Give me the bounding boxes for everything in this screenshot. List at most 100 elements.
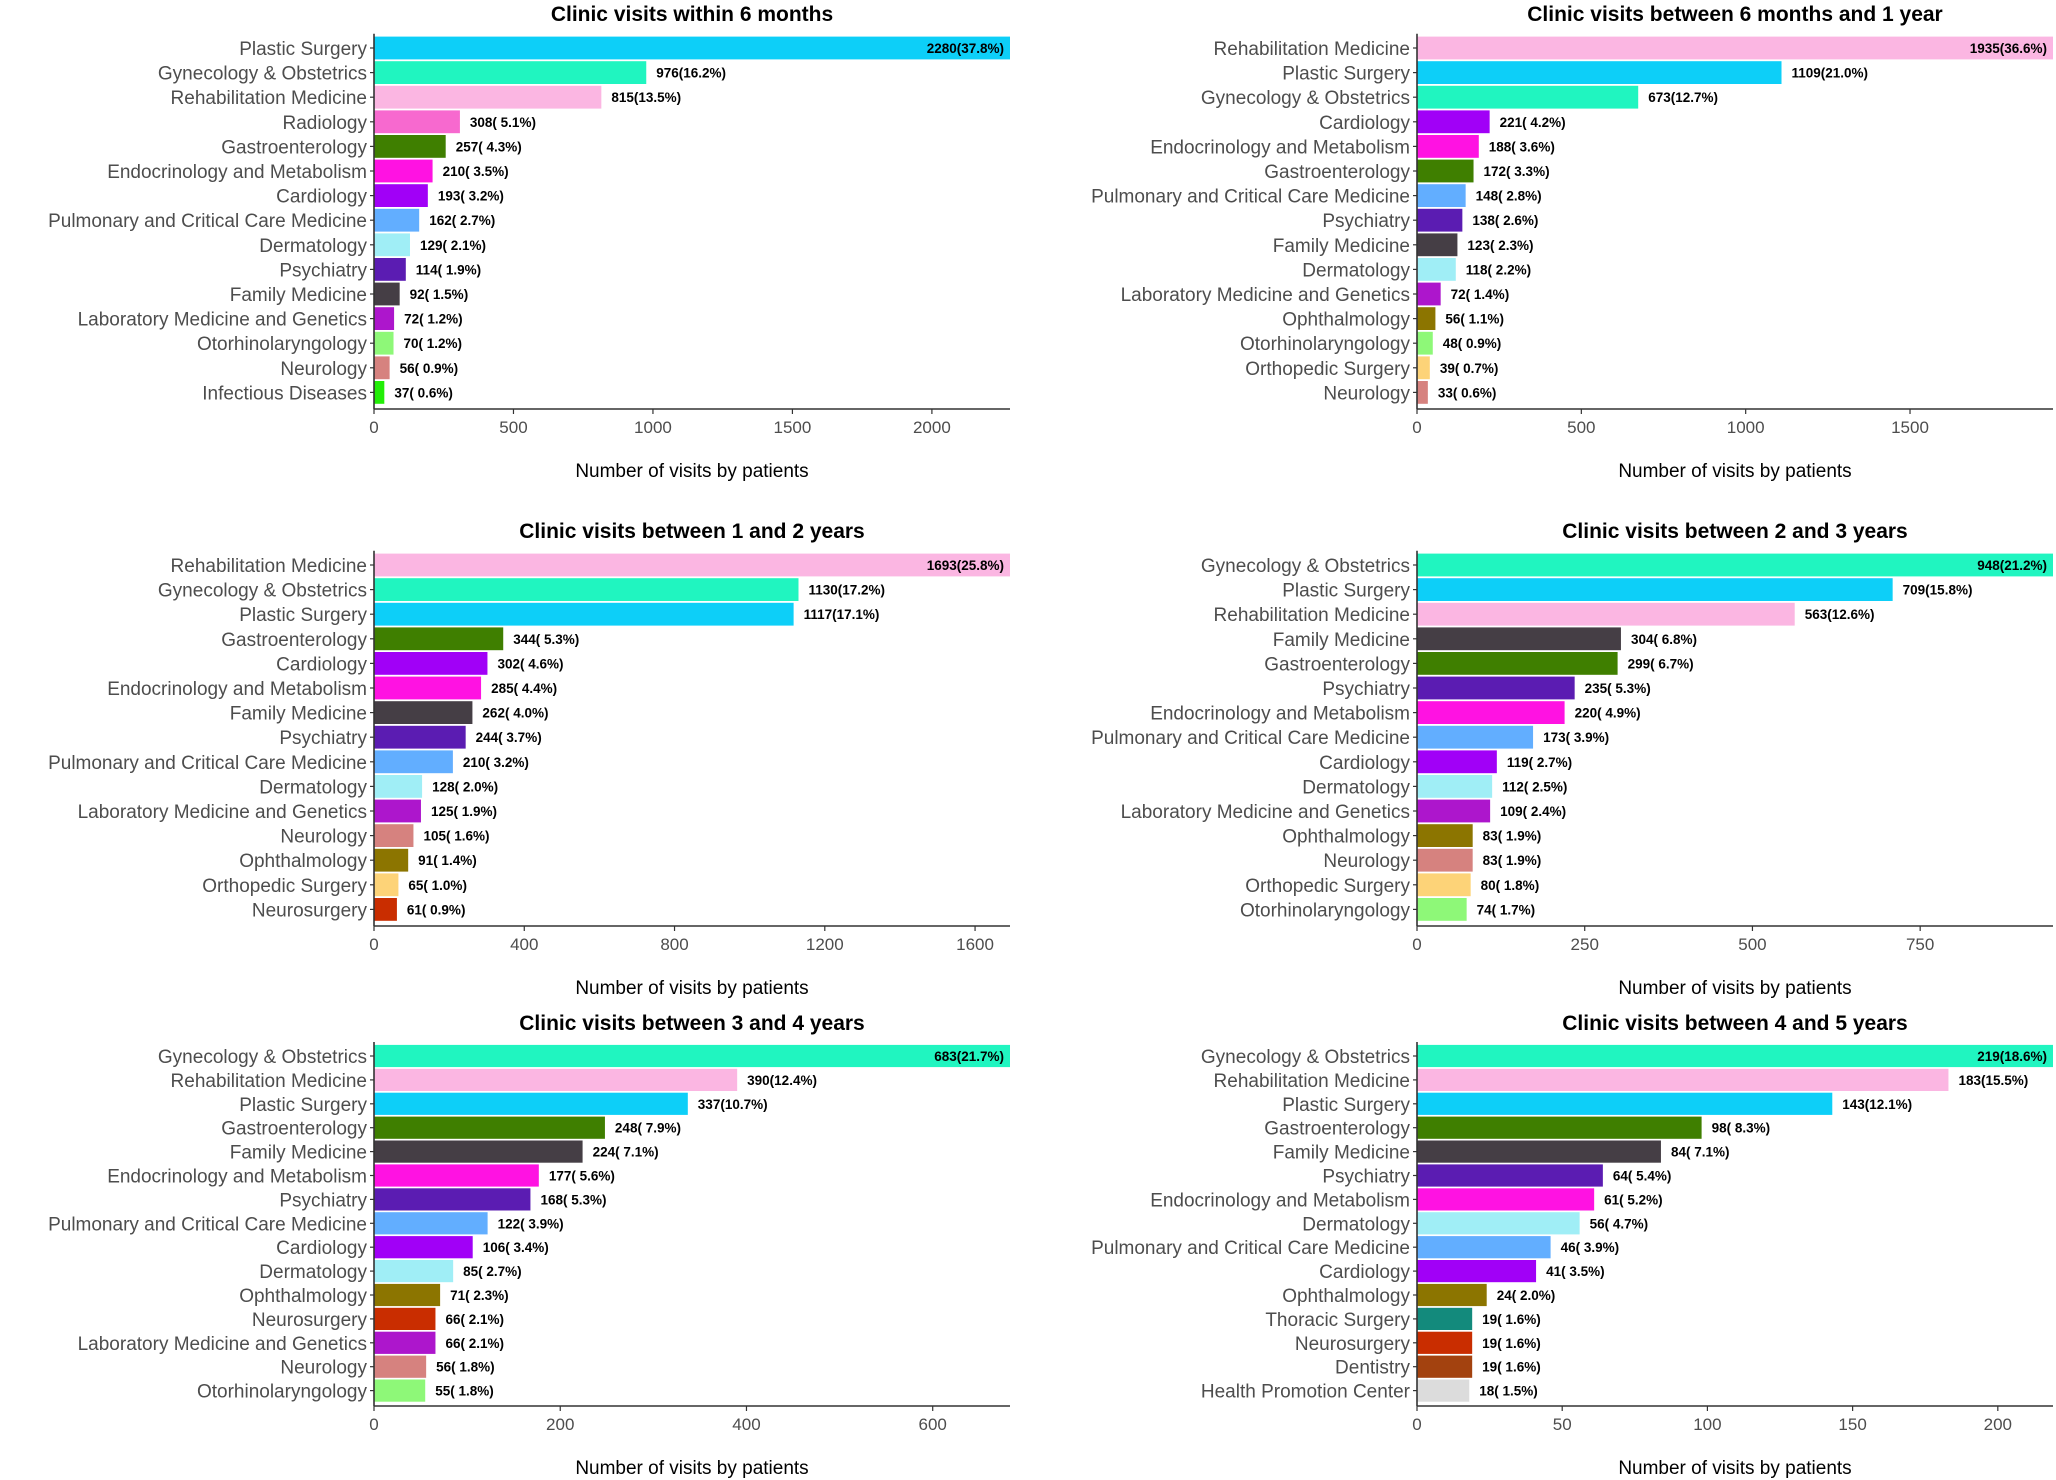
bar xyxy=(1417,381,1428,404)
category-label: Rehabilitation Medicine xyxy=(1214,39,1410,60)
bar xyxy=(374,676,482,700)
category-label: Dermatology xyxy=(259,236,367,257)
data-label: 210( 3.2%) xyxy=(463,755,529,770)
category-label: Cardiology xyxy=(1319,113,1410,134)
x-tick-label: 0 xyxy=(369,1415,378,1434)
data-label: 173( 3.9%) xyxy=(1543,730,1609,745)
data-label: 56( 1.8%) xyxy=(436,1360,495,1375)
x-tick-label: 1500 xyxy=(1891,418,1929,437)
category-label: Ophthalmology xyxy=(239,1286,367,1307)
data-label: 128( 2.0%) xyxy=(432,779,498,794)
bar xyxy=(1417,824,1473,847)
chart-panel-6: Clinic visits between 4 and 5 years Gynec… xyxy=(1091,1012,2053,1479)
bar xyxy=(374,652,488,675)
category-label: Family Medicine xyxy=(230,1143,367,1164)
data-label: 65( 1.0%) xyxy=(408,878,467,893)
x-tick-label: 750 xyxy=(1906,935,1934,954)
category-label: Dermatology xyxy=(1302,260,1410,281)
data-label: 129( 2.1%) xyxy=(420,238,486,253)
x-axis-label: Number of visits by patients xyxy=(1618,978,1851,999)
bar xyxy=(374,159,433,183)
data-label: 92( 1.5%) xyxy=(410,287,469,302)
bar xyxy=(1417,282,1441,306)
bar xyxy=(1417,1092,1833,1115)
category-label: Rehabilitation Medicine xyxy=(171,1071,367,1092)
data-label: 1109(21.0%) xyxy=(1792,66,1869,81)
category-label: Family Medicine xyxy=(1273,1143,1410,1164)
data-label: 304( 6.8%) xyxy=(1631,632,1697,647)
category-label: Dermatology xyxy=(259,1262,367,1283)
chart-panel-1: Clinic visits within 6 months Plastic Sur… xyxy=(48,3,1010,482)
chart-panel-5: Clinic visits between 3 and 4 years Gynec… xyxy=(48,1012,1010,1479)
category-label: Gastroenterology xyxy=(1264,162,1410,183)
data-label: 235( 5.3%) xyxy=(1585,681,1651,696)
bar xyxy=(1417,61,1782,84)
category-label: Plastic Surgery xyxy=(1282,64,1410,85)
category-label: Neurosurgery xyxy=(252,1310,368,1331)
x-tick-label: 0 xyxy=(1412,1415,1421,1434)
bar xyxy=(374,307,395,330)
x-tick-label: 200 xyxy=(1984,1415,2012,1434)
bar xyxy=(1417,553,2053,577)
data-label: 183(15.5%) xyxy=(1958,1073,2028,1088)
category-label: Gynecology & Obstetrics xyxy=(158,64,367,85)
bar xyxy=(374,1283,441,1307)
category-label: Gastroenterology xyxy=(1264,1119,1410,1140)
bar xyxy=(374,184,428,207)
category-label: Psychiatry xyxy=(1322,1167,1410,1188)
category-label: Laboratory Medicine and Genetics xyxy=(78,310,367,331)
data-label: 109( 2.4%) xyxy=(1500,804,1566,819)
data-label: 19( 1.6%) xyxy=(1482,1360,1541,1375)
x-tick-label: 2000 xyxy=(913,418,951,437)
data-label: 84( 7.1%) xyxy=(1671,1145,1730,1160)
category-label: Pulmonary and Critical Care Medicine xyxy=(48,1214,367,1235)
category-label: Gastroenterology xyxy=(221,137,367,158)
data-label: 39( 0.7%) xyxy=(1440,361,1499,376)
category-label: Psychiatry xyxy=(1322,679,1410,700)
data-label: 114( 1.9%) xyxy=(416,262,481,277)
category-label: Dermatology xyxy=(1302,1214,1410,1235)
bar xyxy=(1417,627,1621,651)
data-label: 125( 1.9%) xyxy=(431,804,497,819)
data-label: 344( 5.3%) xyxy=(513,632,579,647)
bar xyxy=(374,135,446,158)
bar xyxy=(1417,135,1479,158)
data-label: 948(21.2%) xyxy=(1977,558,2047,573)
category-label: Plastic Surgery xyxy=(239,39,367,60)
data-label: 119( 2.7%) xyxy=(1507,755,1572,770)
category-label: Health Promotion Center xyxy=(1201,1382,1411,1403)
bar xyxy=(1417,725,1534,749)
category-label: Endocrinology and Metabolism xyxy=(1150,704,1410,725)
data-label: 193( 3.2%) xyxy=(438,189,504,204)
chart-title: Clinic visits within 6 months xyxy=(551,3,833,26)
bar xyxy=(1417,1140,1661,1163)
bar xyxy=(374,381,385,404)
data-label: 72( 1.4%) xyxy=(1451,287,1510,302)
bar xyxy=(1417,110,1490,134)
data-label: 64( 5.4%) xyxy=(1613,1169,1672,1184)
data-label: 188( 3.6%) xyxy=(1489,139,1555,154)
data-label: 262( 4.0%) xyxy=(482,706,548,721)
data-label: 308( 5.1%) xyxy=(470,115,536,130)
data-label: 19( 1.6%) xyxy=(1482,1336,1541,1351)
bar xyxy=(374,1140,583,1163)
data-label: 248( 7.9%) xyxy=(615,1121,681,1136)
category-label: Rehabilitation Medicine xyxy=(171,556,367,577)
category-label: Ophthalmology xyxy=(239,851,367,872)
bar xyxy=(1417,331,1433,355)
category-label: Neurology xyxy=(280,359,367,380)
category-label: Rehabilitation Medicine xyxy=(1214,1071,1410,1092)
data-label: 123( 2.3%) xyxy=(1467,238,1533,253)
category-label: Thoracic Surgery xyxy=(1265,1310,1410,1331)
data-label: 106( 3.4%) xyxy=(483,1240,549,1255)
data-label: 55( 1.8%) xyxy=(435,1384,494,1399)
data-label: 177( 5.6%) xyxy=(549,1169,615,1184)
chart-title: Clinic visits between 1 and 2 years xyxy=(519,520,865,543)
category-label: Pulmonary and Critical Care Medicine xyxy=(1091,187,1410,208)
bar xyxy=(374,1116,605,1139)
bar xyxy=(374,1307,436,1330)
bar xyxy=(1417,258,1456,281)
x-tick-label: 800 xyxy=(660,935,688,954)
data-label: 299( 6.7%) xyxy=(1628,656,1694,671)
x-axis-label: Number of visits by patients xyxy=(575,1458,808,1479)
